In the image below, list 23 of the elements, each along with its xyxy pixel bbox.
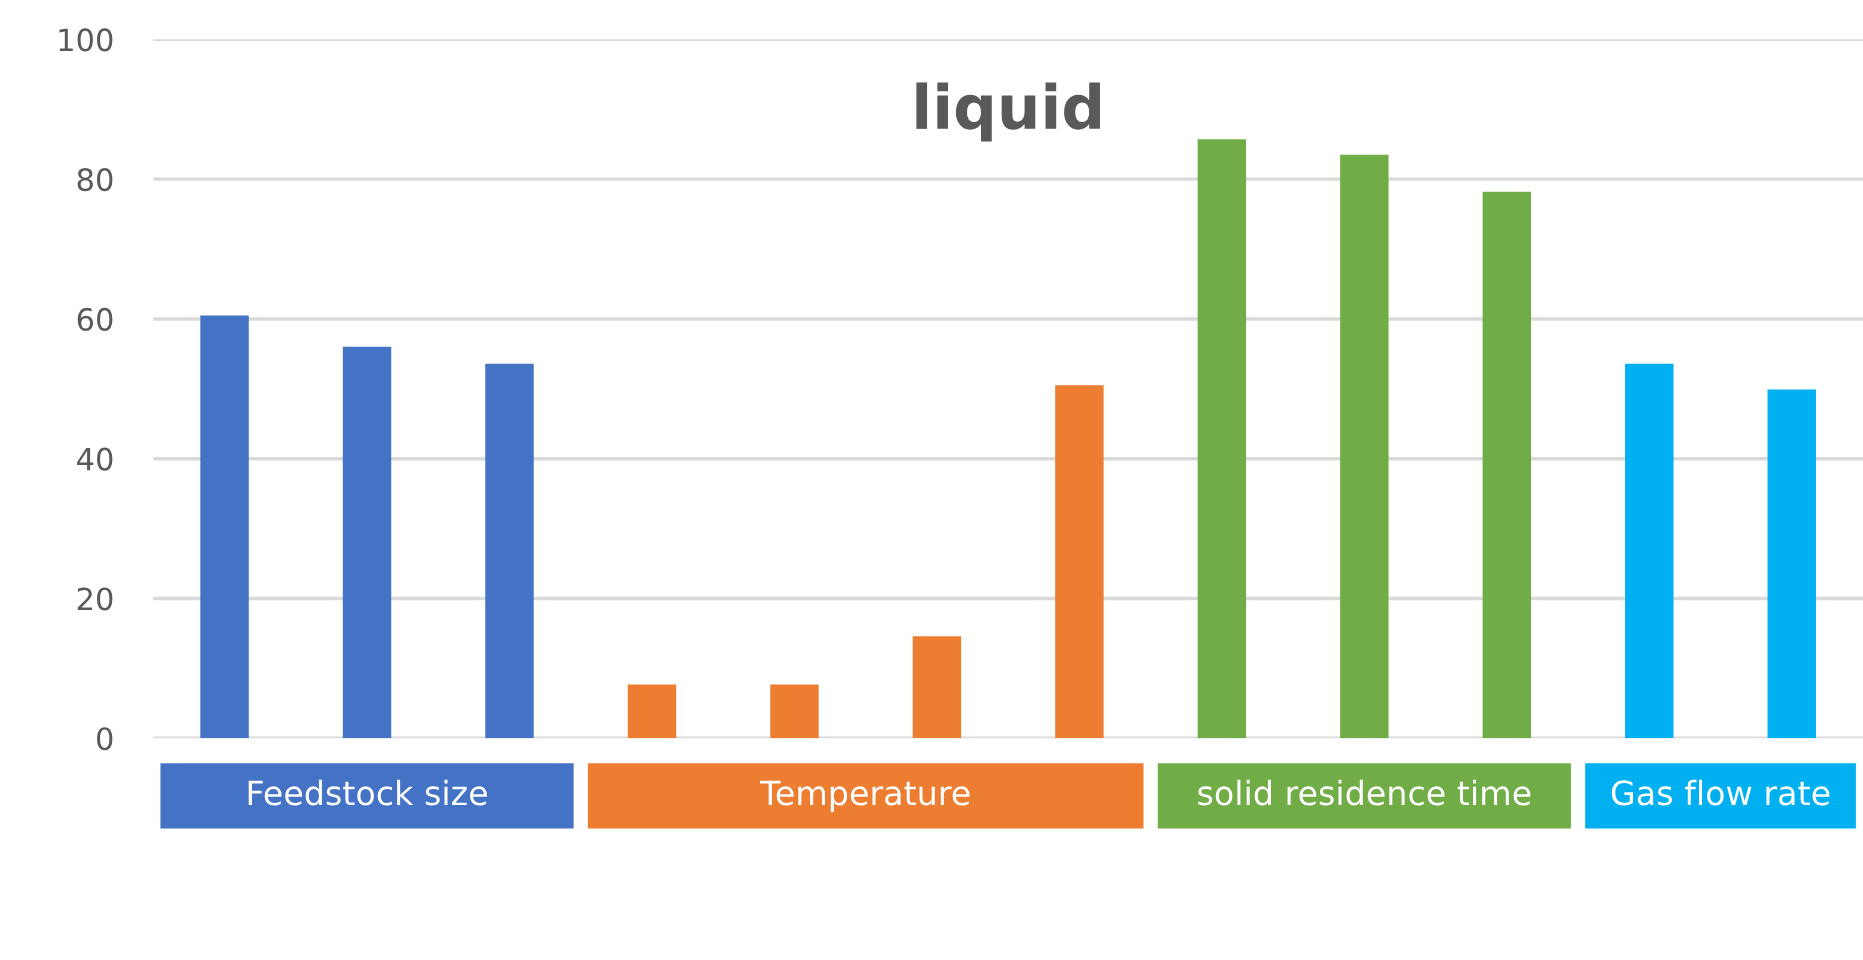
bar: [770, 684, 819, 739]
y-tick-label: 20: [77, 587, 113, 611]
bar: [1767, 389, 1816, 739]
bar: [912, 636, 962, 739]
bar: [485, 363, 534, 739]
text: solid residence time: [1198, 779, 1531, 806]
bar: [1197, 139, 1247, 739]
y-tick-label: 100: [59, 28, 113, 52]
y-tick-label: 80: [77, 168, 113, 192]
y-tick-label: 0: [97, 727, 113, 751]
bar: [627, 684, 677, 739]
text: Gas flow rate: [1611, 779, 1830, 806]
bar: [1482, 191, 1532, 739]
text: liquid: [916, 82, 1100, 142]
bar: [200, 315, 249, 739]
y-tick-label: 40: [77, 447, 113, 471]
bar: [1340, 154, 1389, 739]
text: Feedstock size: [248, 779, 487, 806]
bar: [342, 346, 392, 739]
y-tick-label: 60: [77, 307, 113, 331]
text: Temperature: [760, 780, 970, 812]
bar: [1625, 363, 1674, 739]
bar: [1055, 385, 1104, 739]
